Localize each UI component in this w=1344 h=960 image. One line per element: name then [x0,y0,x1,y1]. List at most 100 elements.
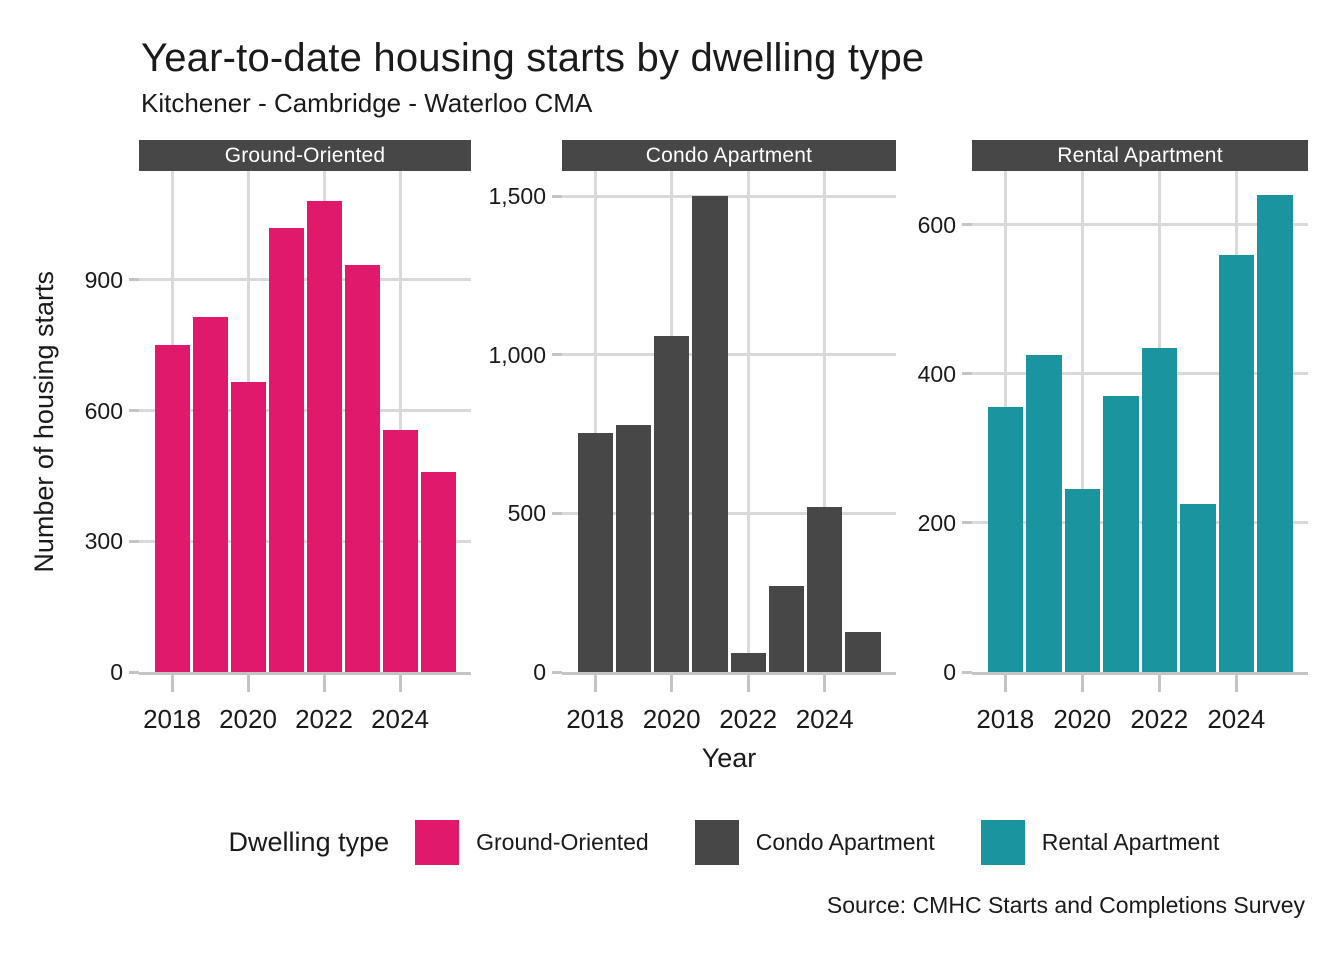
x-tick-label: 2020 [219,704,277,734]
bar [1141,347,1177,672]
bar [845,632,881,672]
bar [1064,489,1100,672]
facet-strip: Rental Apartment [972,140,1308,171]
facet-panel [139,171,471,675]
legend-title: Dwelling type [228,826,390,857]
bar [344,264,380,672]
legend-swatch-rental-apartment [980,819,1025,865]
legend-item-rental-apartment: Rental Apartment [980,819,1219,865]
y-tick-mark [962,670,972,674]
y-tick-label: 200 [917,509,956,536]
gridline-horizontal [139,278,471,282]
y-tick-label: 600 [917,211,956,238]
x-tick-label: 2018 [143,704,201,734]
y-tick-label: 300 [84,528,123,555]
gridline-horizontal [972,223,1308,227]
facet-strip: Ground-Oriented [139,140,471,171]
x-tick-mark [246,672,250,692]
y-tick-label: 1,000 [488,341,546,368]
gridline-horizontal [562,511,896,515]
x-tick-mark [1234,672,1238,692]
x-axis-title: Year [701,743,757,773]
bar [654,335,690,672]
x-tick-mark [670,672,674,692]
chart-subtitle: Kitchener - Cambridge - Waterloo CMA [141,88,593,118]
y-tick-mark [552,353,562,357]
y-tick-label: 900 [84,266,123,293]
bar [1026,355,1062,672]
y-tick-mark [129,670,139,674]
x-tick-mark [1003,672,1007,692]
gridline-horizontal [972,372,1308,376]
bar [306,201,342,672]
bar [154,345,190,672]
x-tick-mark [823,672,827,692]
y-tick-mark [552,194,562,198]
gridline-horizontal [139,409,471,413]
y-tick-label: 1,500 [488,183,546,210]
bar [230,382,266,672]
bar [1103,396,1139,672]
gridline-horizontal [139,539,471,543]
y-tick-mark [962,223,972,227]
gridline-horizontal [562,353,896,357]
gridline-vertical [746,171,750,672]
bar [730,652,766,672]
source-note: Source: CMHC Starts and Completions Surv… [826,892,1305,918]
x-axis-line [972,672,1308,675]
y-tick-label: 0 [943,659,956,685]
gridline-vertical [593,171,597,672]
x-tick-mark [593,672,597,692]
y-tick-mark [552,511,562,515]
x-tick-label: 2024 [371,704,429,734]
gridline-horizontal [562,194,896,198]
x-tick-mark [1157,672,1161,692]
bar [615,424,651,672]
gridline-vertical [398,171,402,672]
facet-panel [972,171,1308,675]
bar [807,507,843,672]
x-tick-label: 2024 [795,704,854,734]
y-tick-label: 0 [533,659,546,685]
y-tick-mark [962,372,972,376]
bar [1257,194,1293,672]
legend-item-condo-apartment: Condo Apartment [694,819,935,865]
x-tick-mark [746,672,750,692]
legend: Dwelling type Ground-Oriented Condo Apar… [52,818,1344,866]
y-tick-label: 400 [917,360,956,387]
legend-swatch-condo-apartment [694,819,739,865]
y-tick-mark [552,670,562,674]
page-title: Year-to-date housing starts by dwelling … [141,36,925,80]
y-tick-mark [962,521,972,525]
y-tick-mark [129,539,139,543]
x-tick-mark [322,672,326,692]
y-tick-label: 600 [84,397,123,424]
x-tick-label: 2022 [719,704,778,734]
x-axis-line [139,672,471,675]
x-tick-label: 2020 [1053,704,1112,734]
bar [382,430,418,672]
y-tick-label: 500 [507,500,546,527]
legend-item-ground-oriented: Ground-Oriented [415,819,649,865]
bar [577,432,613,672]
bar [1180,504,1216,672]
gridline-horizontal [972,521,1308,525]
x-axis-line [562,672,896,675]
x-tick-label: 2022 [295,704,353,734]
bar [768,586,804,672]
bar [192,316,228,672]
facet-strip: Condo Apartment [562,140,896,171]
bar [420,471,456,672]
bar [987,407,1023,672]
x-tick-mark [1080,672,1084,692]
gridline-vertical [1080,171,1084,672]
bar [268,227,304,672]
x-tick-label: 2022 [1130,704,1189,734]
y-tick-mark [129,409,139,413]
y-tick-label: 0 [110,659,123,685]
facet-panel [562,171,896,675]
x-tick-label: 2024 [1207,704,1266,734]
x-tick-mark [398,672,402,692]
bar [1218,254,1254,672]
